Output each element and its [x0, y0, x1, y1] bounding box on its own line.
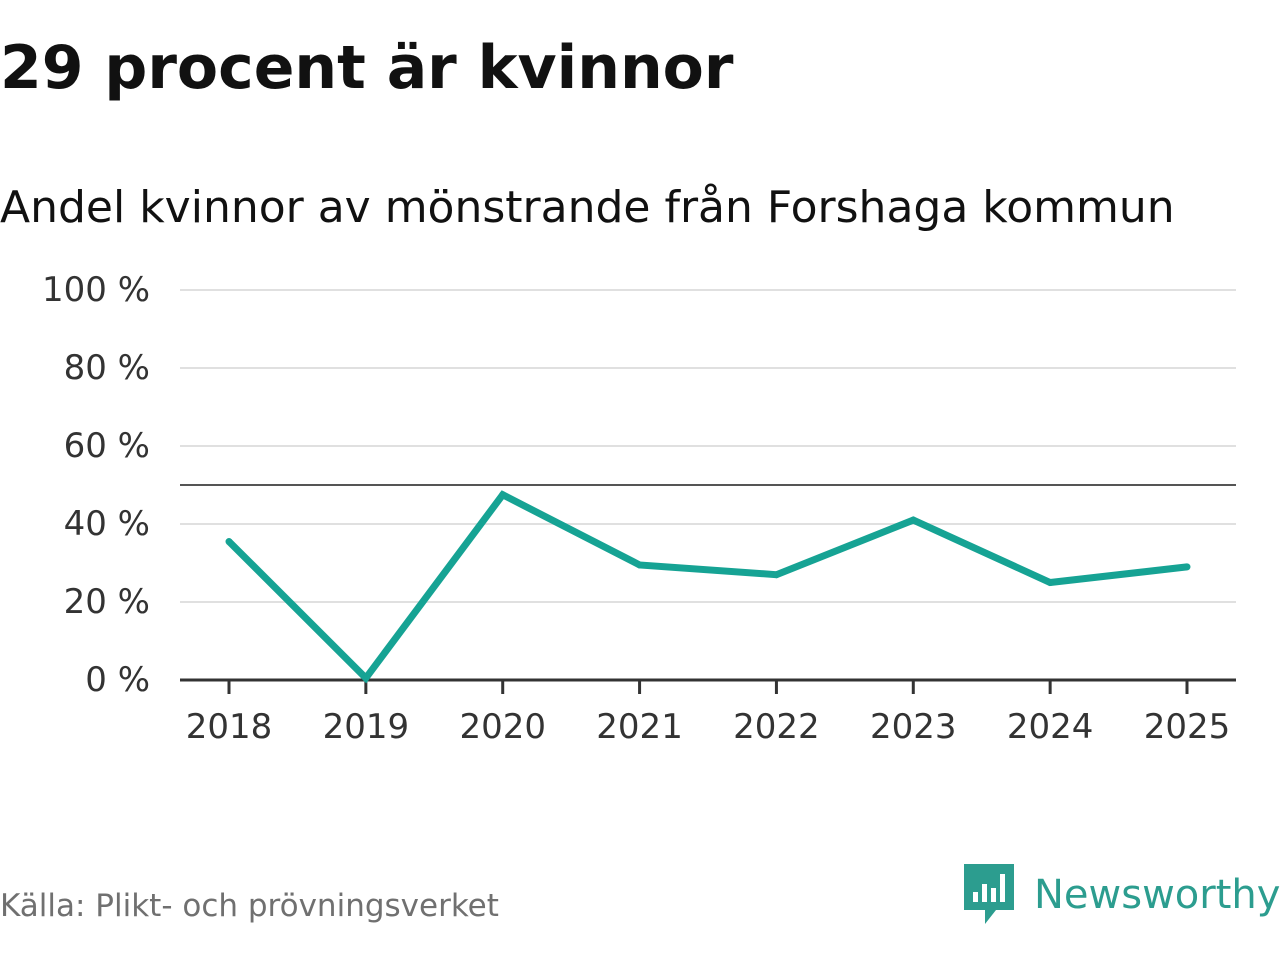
x-tick-label: 2021 [596, 707, 683, 747]
data-point [1183, 563, 1191, 571]
x-tick-label: 2018 [186, 707, 273, 747]
series-group [225, 490, 1191, 684]
x-tick-label: 2023 [870, 707, 957, 747]
chart-subtitle: Andel kvinnor av mönstrande från Forshag… [0, 182, 1175, 233]
brand-name: Newsworthy [1034, 872, 1280, 918]
y-axis-tick-labels: 0 % 20 % 40 % 60 % 80 % 100 % [42, 270, 150, 700]
brand: Newsworthy [964, 864, 1280, 926]
y-tick-label: 100 % [42, 270, 150, 310]
line-chart: 0 % 20 % 40 % 60 % 80 % 100 % 2018 2019 2020 202… [42, 270, 1236, 747]
y-tick-label: 40 % [64, 504, 150, 544]
data-point [1046, 579, 1054, 586]
x-tick-label: 2022 [733, 707, 820, 747]
y-tick-label: 60 % [64, 426, 150, 466]
data-point [499, 491, 507, 499]
x-axis: 2018 2019 2020 2021 2022 2023 2024 2025 [180, 678, 1236, 747]
data-point [362, 674, 370, 682]
source-note: Källa: Plikt- och prövningsverket [0, 888, 499, 924]
data-point [772, 571, 780, 579]
y-tick-label: 0 % [85, 660, 150, 700]
x-tick-label: 2025 [1144, 707, 1231, 747]
gridlines [180, 289, 1236, 603]
data-point [909, 516, 917, 524]
data-point [225, 538, 233, 546]
newsworthy-logo-icon [964, 864, 1014, 924]
data-point [636, 561, 644, 569]
x-tick-label: 2019 [323, 707, 410, 747]
x-tick-label: 2020 [459, 707, 546, 747]
y-tick-label: 20 % [64, 582, 150, 622]
y-tick-label: 80 % [64, 348, 150, 388]
x-tick-label: 2024 [1007, 707, 1094, 747]
series-line [226, 490, 1188, 684]
chart-title: 29 procent är kvinnor [0, 33, 734, 103]
